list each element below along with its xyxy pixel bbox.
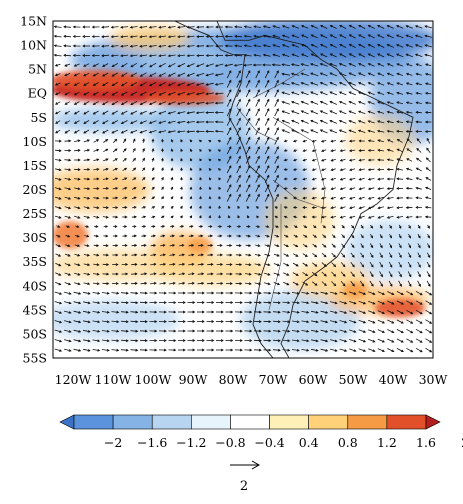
- longitude-label: 110W: [95, 372, 132, 387]
- colorbar-tick-label: −0.4: [254, 435, 284, 450]
- anomaly-region: [265, 190, 335, 250]
- colorbar-tick-label: 0.4: [299, 435, 319, 450]
- anomaly-region: [188, 237, 212, 253]
- colorbar-segment: [309, 415, 348, 429]
- wind-vector: [209, 150, 211, 152]
- latitude-label: 50S: [23, 326, 47, 341]
- latitude-label: 55S: [23, 351, 47, 366]
- reference-vector: 2: [230, 461, 259, 494]
- latitude-label: 10S: [23, 134, 47, 149]
- wind-vector: [190, 140, 192, 142]
- latitude-label: 45S: [23, 302, 47, 317]
- colorbar-segment: [152, 415, 191, 429]
- colorbar-segment: [348, 415, 387, 429]
- longitude-label: 50W: [339, 372, 368, 387]
- latitude-label: 20S: [23, 182, 47, 197]
- longitude-label: 80W: [219, 372, 248, 387]
- anomaly-region: [50, 249, 190, 281]
- colorbar-extend-low: [60, 415, 74, 429]
- colorbar-tick-label: 1.6: [416, 435, 436, 450]
- latitude-label: 30S: [23, 230, 47, 245]
- longitude-label: 90W: [179, 372, 208, 387]
- colorbar-tick-label: −2: [104, 435, 122, 450]
- colorbar-tick-label: −0.8: [215, 435, 245, 450]
- latitude-label: 25S: [23, 206, 47, 221]
- colorbar-segment: [191, 415, 230, 429]
- colorbar-extend-high: [426, 415, 440, 429]
- latitude-label: 5N: [28, 62, 47, 77]
- colorbar-segment: [113, 415, 152, 429]
- latitude-label: 5S: [30, 110, 47, 125]
- latitude-label: 15N: [20, 14, 47, 29]
- latitude-label: 15S: [23, 158, 47, 173]
- colorbar-tick-label: 0.8: [338, 435, 358, 450]
- longitude-label: 70W: [259, 372, 288, 387]
- colorbar-segment: [387, 415, 426, 429]
- longitude-label: 120W: [55, 372, 92, 387]
- longitude-label: 100W: [135, 372, 172, 387]
- longitude-label: 30W: [419, 372, 448, 387]
- latitude-label: 35S: [23, 254, 47, 269]
- latitude-label: EQ: [28, 86, 47, 101]
- reference-vector-label: 2: [240, 479, 248, 494]
- colorbar-tick-label: −1.6: [137, 435, 167, 450]
- latitude-labels: 15N 10N 5N EQ 5S 10S 15S 20S 25S 30S 35S 40S 45S 50S 5…: [20, 14, 47, 366]
- latitude-label: 10N: [20, 38, 47, 53]
- wind-vector: [257, 207, 259, 209]
- map-panel: [40, 0, 450, 358]
- colorbar-tick-label: 1.2: [377, 435, 397, 450]
- latitude-label: 40S: [23, 278, 47, 293]
- colorbar-segment: [74, 415, 113, 429]
- colorbar-segment: [270, 415, 309, 429]
- colorbar-segment: [230, 415, 269, 429]
- wind-vector: [180, 216, 182, 218]
- wind-vector: [200, 140, 202, 142]
- anomaly-region: [40, 168, 150, 212]
- longitude-label: 60W: [299, 372, 328, 387]
- colorbar-tick-label: −1.2: [176, 435, 206, 450]
- anomaly-region: [40, 300, 180, 340]
- colorbar-tick-labels: −2−1.6−1.2−0.8−0.40.40.81.21.62: [104, 435, 463, 450]
- longitude-label: 40W: [379, 372, 408, 387]
- colorbar: [60, 415, 440, 429]
